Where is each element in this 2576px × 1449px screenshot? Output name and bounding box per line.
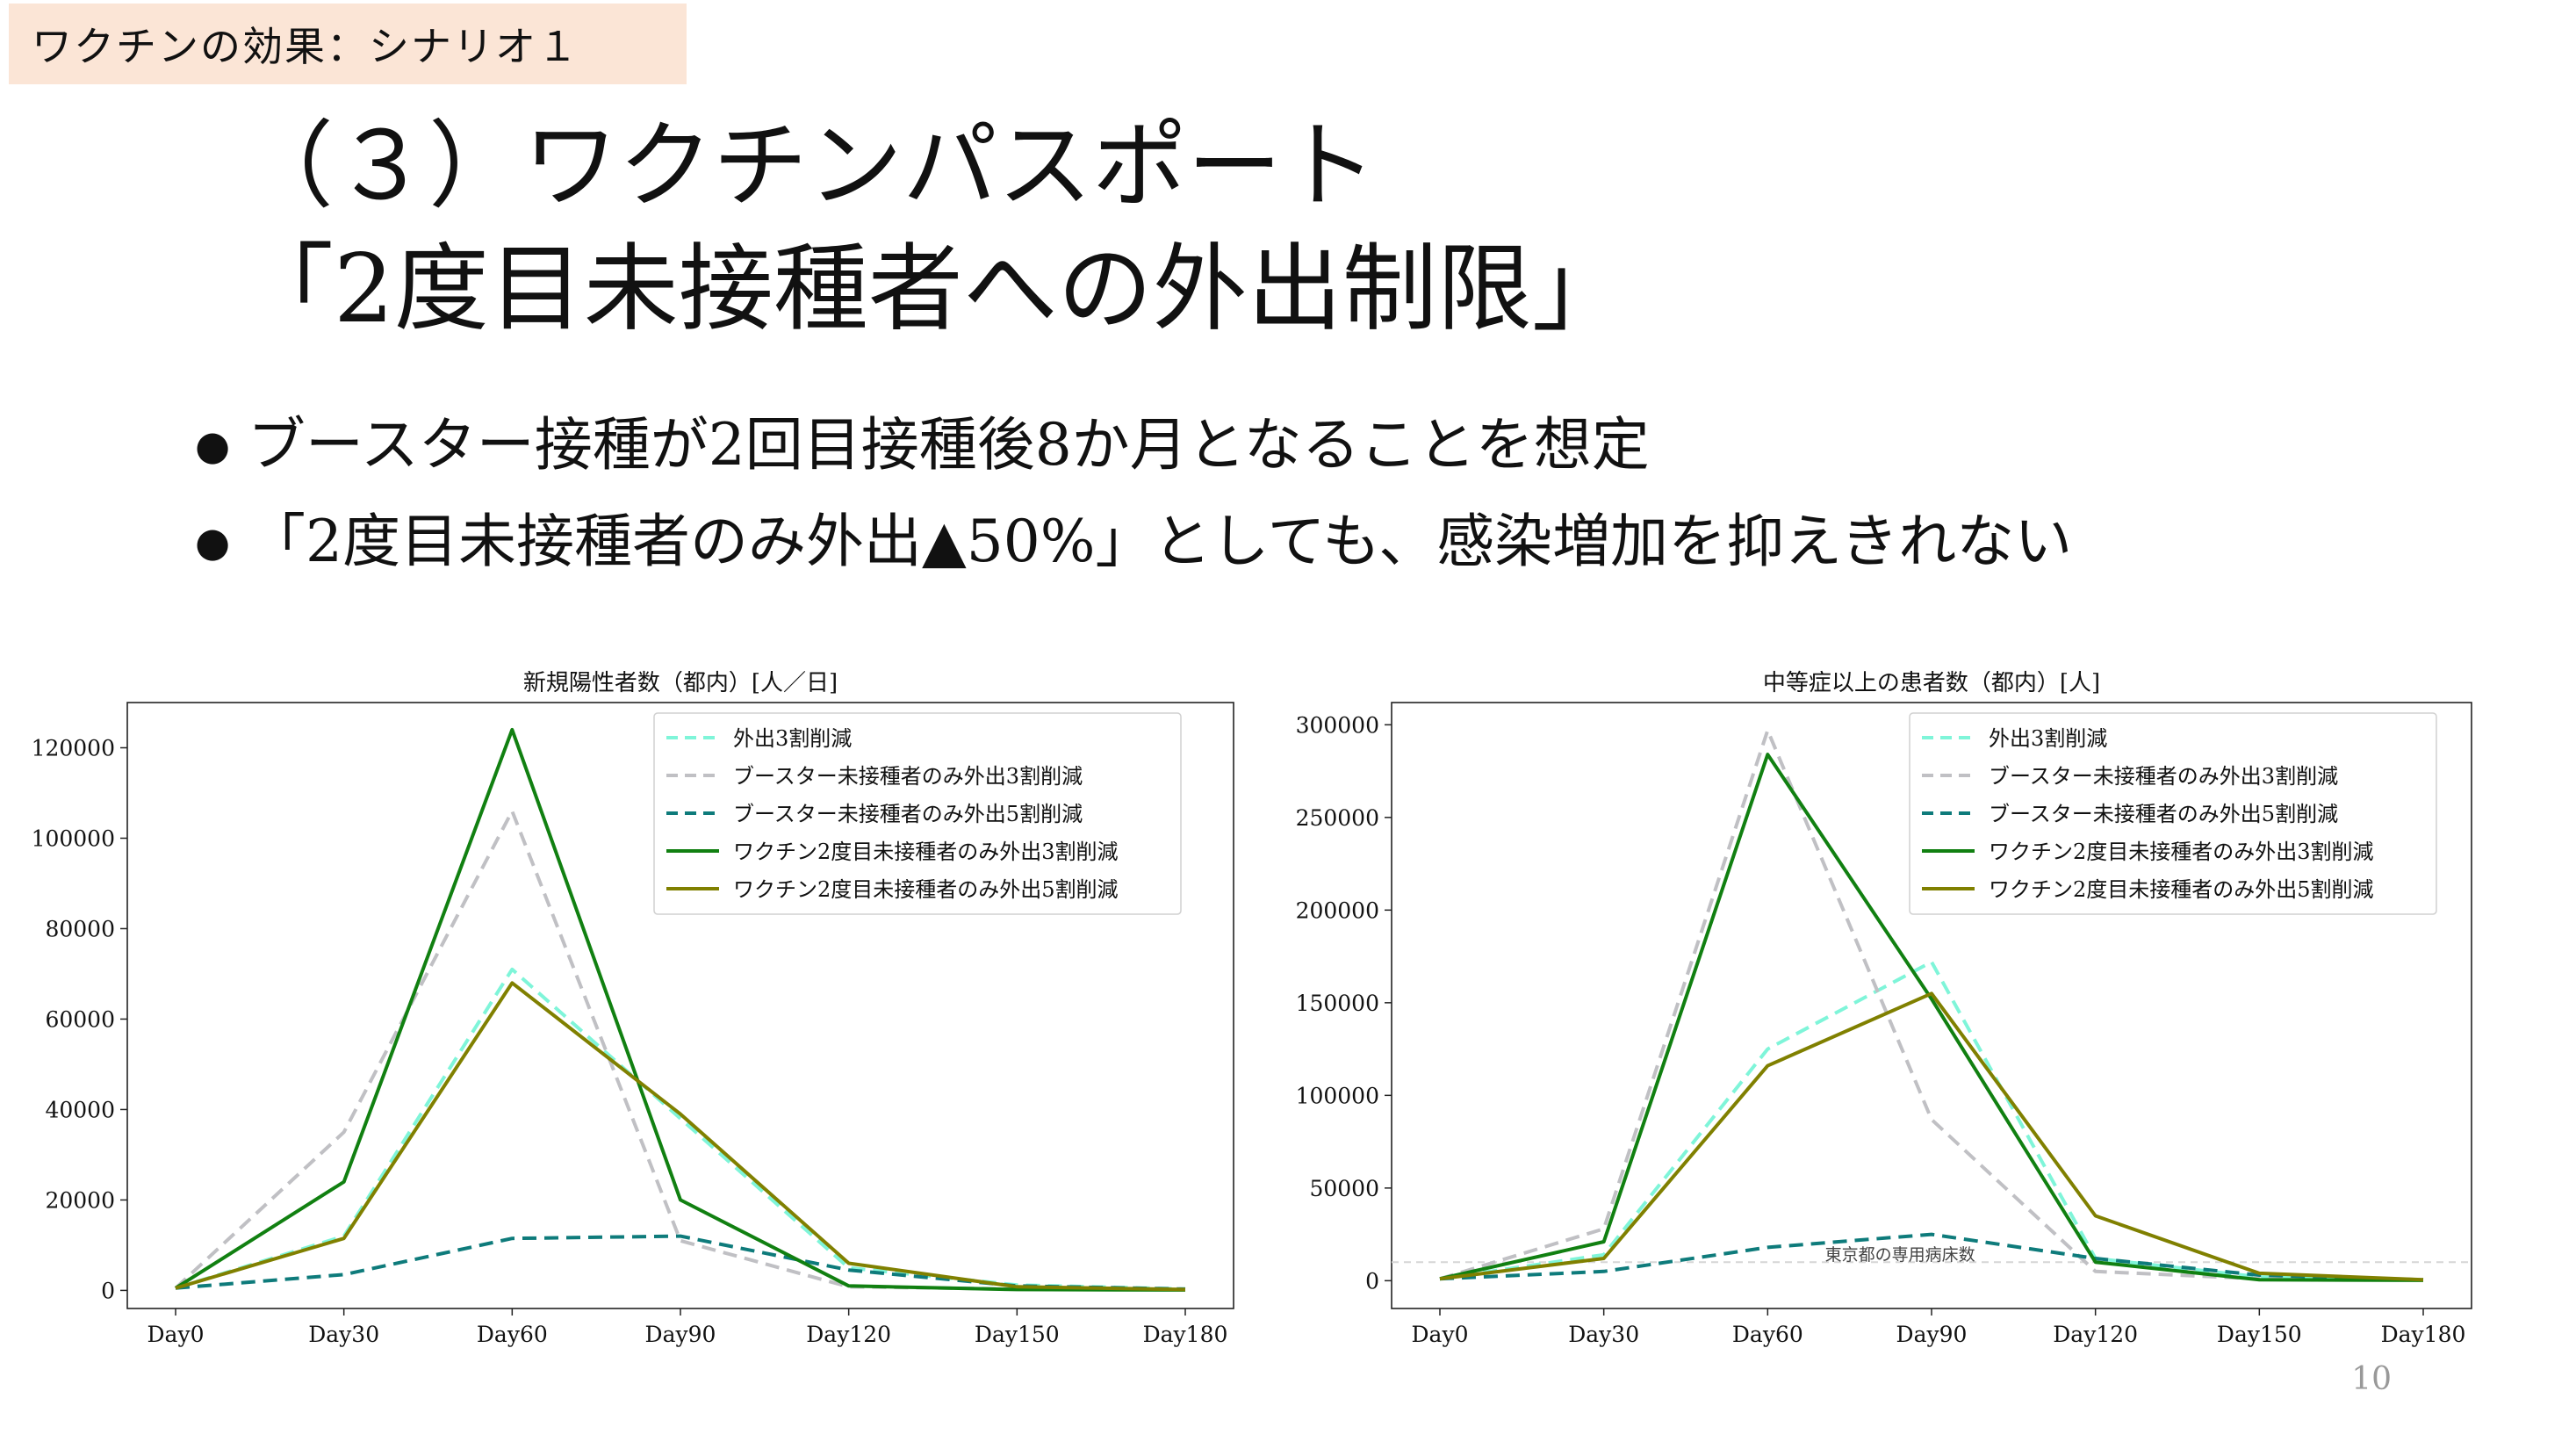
chart-title: 中等症以上の患者数（都内）[人] bbox=[1763, 670, 2100, 696]
series-line bbox=[1439, 960, 2424, 1282]
legend-label: 外出3割削減 bbox=[1989, 726, 2107, 751]
y-tick-label: 250000 bbox=[1296, 805, 1379, 831]
series-line bbox=[174, 727, 1186, 1292]
legend-label: ワクチン2度目未接種者のみ外出5割削減 bbox=[733, 877, 1119, 902]
x-tick-label: Day30 bbox=[1568, 1322, 1639, 1347]
chart-title: 新規陽性者数（都内）[人／日] bbox=[523, 670, 838, 696]
x-tick-label: Day30 bbox=[308, 1322, 379, 1347]
x-tick-label: Day120 bbox=[806, 1322, 891, 1347]
x-tick-label: Day150 bbox=[975, 1322, 1060, 1347]
slide-title: （３）ワクチンパスポート 「2度目未接種者への外出制限」 bbox=[239, 105, 1627, 351]
x-tick-label: Day90 bbox=[1896, 1322, 1968, 1347]
x-tick-label: Day150 bbox=[2217, 1322, 2302, 1347]
y-tick-label: 100000 bbox=[1296, 1083, 1379, 1108]
bullet-dot-icon: ● bbox=[195, 422, 231, 469]
slide-title-line1: （３）ワクチンパスポート bbox=[239, 112, 1378, 221]
y-tick-label: 200000 bbox=[1296, 898, 1379, 923]
page-number: 10 bbox=[2351, 1361, 2392, 1397]
chart-new-positive-cases: 新規陽性者数（都内）[人／日] 0 20000 40000 60000 80000 1000… bbox=[32, 670, 1234, 1347]
series-line bbox=[175, 1234, 1186, 1291]
y-tick-label: 150000 bbox=[1296, 991, 1379, 1016]
y-tick-label: 120000 bbox=[32, 735, 115, 761]
series-line bbox=[175, 967, 1186, 1291]
bullet-list: ● ブースター接種が2回目接種後8か月となることを想定 ● 「2度目未接種者のみ… bbox=[195, 397, 2072, 590]
x-tick-label: Day0 bbox=[1412, 1322, 1469, 1347]
legend-label: 外出3割削減 bbox=[733, 726, 852, 751]
y-tick-label: 40000 bbox=[45, 1097, 115, 1122]
y-tick-label: 50000 bbox=[1309, 1176, 1379, 1201]
bullet-dot-icon: ● bbox=[195, 518, 231, 566]
chart-moderate-or-severe-patients: 中等症以上の患者数（都内）[人] 0 50000 100000 150000 200000… bbox=[1296, 670, 2472, 1347]
bullet-item: ● 「2度目未接種者のみ外出▲50%」としても、感染増加を抑えきれない bbox=[195, 494, 2072, 590]
x-tick-label: Day60 bbox=[1732, 1322, 1803, 1347]
legend-label: ブースター未接種者のみ外出5割削減 bbox=[1989, 802, 2338, 826]
y-tick-label: 20000 bbox=[45, 1187, 115, 1213]
y-tick-label: 100000 bbox=[32, 825, 115, 851]
legend-label: ブースター未接種者のみ外出3割削減 bbox=[1989, 764, 2338, 789]
bullet-text: ブースター接種が2回目接種後8か月となることを想定 bbox=[248, 411, 1650, 479]
reference-line-label: 東京都の専用病床数 bbox=[1825, 1245, 1975, 1265]
x-tick-label: Day60 bbox=[477, 1322, 548, 1347]
x-tick-label: Day180 bbox=[1143, 1322, 1228, 1347]
bullet-text: 「2度目未接種者のみ外出▲50%」としても、感染増加を抑えきれない bbox=[248, 508, 2073, 575]
slide-title-line2: 「2度目未接種者への外出制限」 bbox=[239, 234, 1627, 344]
bullet-item: ● ブースター接種が2回目接種後8か月となることを想定 bbox=[195, 397, 2072, 494]
legend-label: ブースター未接種者のみ外出3割削減 bbox=[733, 764, 1083, 789]
y-tick-label: 300000 bbox=[1296, 712, 1379, 738]
section-tag: ワクチンの効果：シナリオ１ bbox=[9, 4, 687, 84]
y-tick-label: 80000 bbox=[45, 916, 115, 941]
series-line bbox=[1439, 991, 2424, 1282]
legend-label: ワクチン2度目未接種者のみ外出5割削減 bbox=[1989, 877, 2374, 902]
x-tick-label: Day90 bbox=[645, 1322, 716, 1347]
y-tick-label: 0 bbox=[101, 1278, 115, 1303]
legend-label: ワクチン2度目未接種者のみ外出3割削減 bbox=[733, 840, 1119, 864]
section-tag-text: ワクチンの効果：シナリオ１ bbox=[32, 23, 579, 70]
x-tick-label: Day0 bbox=[148, 1322, 205, 1347]
y-tick-label: 60000 bbox=[45, 1006, 115, 1032]
x-tick-label: Day180 bbox=[2381, 1322, 2466, 1347]
legend-label: ブースター未接種者のみ外出5割削減 bbox=[733, 802, 1083, 826]
legend-box bbox=[653, 712, 1182, 915]
series-line bbox=[1439, 1232, 2424, 1282]
series-line bbox=[1439, 753, 2424, 1282]
x-tick-label: Day120 bbox=[2053, 1322, 2138, 1347]
series-line bbox=[175, 981, 1186, 1292]
y-tick-label: 0 bbox=[1365, 1268, 1379, 1294]
legend-label: ワクチン2度目未接種者のみ外出3割削減 bbox=[1989, 840, 2374, 864]
legend-box bbox=[1909, 712, 2437, 915]
